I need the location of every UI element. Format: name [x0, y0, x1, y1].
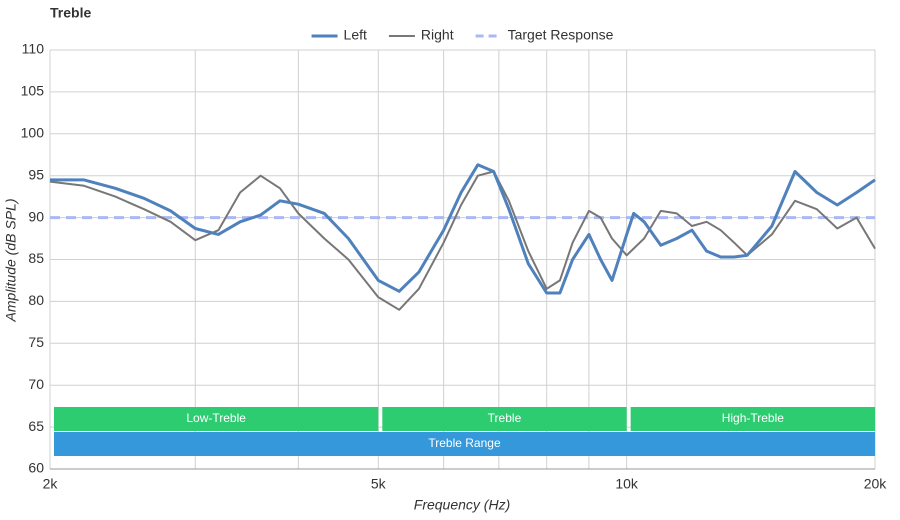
legend-label: Left: [344, 27, 367, 43]
y-tick-label: 110: [22, 41, 45, 57]
band: [630, 407, 875, 431]
y-axis-label: Amplitude (dB SPL): [3, 199, 19, 323]
legend-label: Right: [421, 27, 454, 43]
x-tick-label: 2k: [43, 476, 59, 492]
x-tick-label: 20k: [864, 476, 888, 492]
y-tick-label: 80: [28, 292, 44, 308]
y-tick-label: 85: [28, 250, 44, 266]
band-label: Treble: [488, 411, 522, 425]
x-tick-label: 5k: [371, 476, 387, 492]
x-tick-label: 10k: [615, 476, 639, 492]
band: [382, 407, 627, 431]
band: [54, 407, 379, 431]
y-tick-label: 100: [21, 125, 45, 141]
y-tick-label: 70: [28, 376, 44, 392]
y-tick-label: 65: [28, 418, 44, 434]
band-label: High-Treble: [722, 411, 785, 425]
legend-label: Target Response: [508, 27, 614, 43]
series-line: [49, 170, 876, 311]
y-tick-label: 60: [28, 460, 44, 476]
band: [54, 432, 875, 456]
chart-title: Treble: [50, 5, 91, 21]
y-tick-label: 95: [28, 166, 44, 182]
y-tick-label: 90: [28, 208, 44, 224]
band-label: Treble Range: [428, 436, 501, 450]
band-label: Low-Treble: [186, 411, 246, 425]
y-tick-label: 105: [21, 83, 45, 99]
series-line: [50, 163, 876, 295]
x-axis-label: Frequency (Hz): [414, 497, 510, 513]
y-tick-label: 75: [28, 334, 44, 350]
